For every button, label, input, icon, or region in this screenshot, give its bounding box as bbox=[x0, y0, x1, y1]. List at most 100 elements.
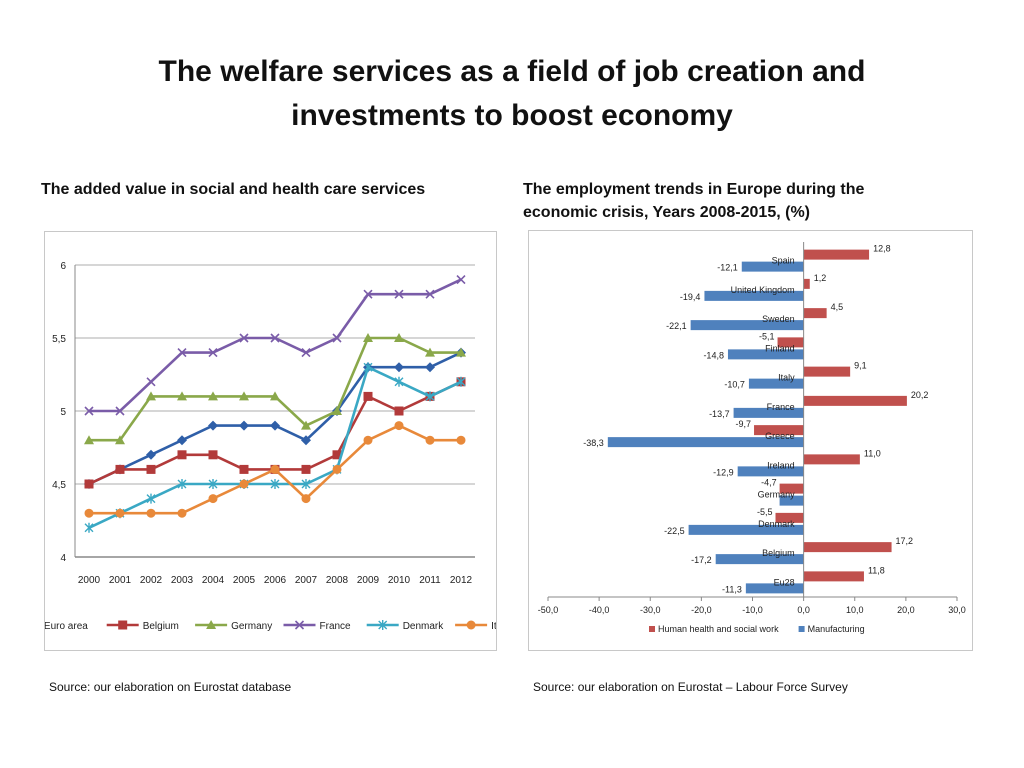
legend-swatch bbox=[649, 626, 655, 632]
bar-value-label-manufacturing: -10,7 bbox=[724, 380, 745, 390]
data-point-germany bbox=[270, 391, 280, 401]
x-tick-label: 2008 bbox=[326, 575, 349, 586]
data-point-france bbox=[456, 275, 466, 285]
bar-manufacturing-belgium bbox=[715, 554, 804, 565]
bar-value-label-health: -9,7 bbox=[736, 419, 752, 429]
data-point-italy bbox=[301, 494, 311, 504]
data-point-france bbox=[270, 333, 280, 343]
bar-value-label-health: 11,8 bbox=[868, 565, 885, 575]
bar-group-finland: Finland -5,1 -14,8 bbox=[703, 331, 804, 360]
data-point-euro-area bbox=[270, 420, 280, 431]
bar-value-label-health: 20,2 bbox=[911, 390, 929, 400]
x-tick-label: 2007 bbox=[295, 575, 318, 586]
legend-marker bbox=[466, 620, 476, 630]
bar-value-label-health: -5,5 bbox=[757, 507, 773, 517]
bar-health-greece bbox=[754, 425, 804, 436]
bar-manufacturing-sweden bbox=[690, 320, 804, 331]
legend-marker bbox=[294, 620, 305, 630]
data-point-italy bbox=[208, 494, 218, 504]
bar-manufacturing-denmark bbox=[688, 524, 804, 535]
data-point-italy bbox=[177, 508, 187, 518]
bar-group-ireland: Ireland 11,0 -12,9 bbox=[713, 448, 881, 477]
bar-health-finland bbox=[777, 337, 804, 348]
data-point-belgium bbox=[115, 464, 125, 474]
category-label: Denmark bbox=[758, 519, 795, 529]
legend-item-euro-area: Euro area bbox=[7, 620, 88, 632]
bar-value-label-manufacturing: -12,1 bbox=[717, 263, 738, 273]
bar-value-label-manufacturing: -22,1 bbox=[666, 321, 687, 331]
title-line-2: investments to boost economy bbox=[291, 99, 733, 132]
line-chart-frame: 4 4,5 5 5,5 6 2000 2001 2002 2003 2004 2005 2006 200… bbox=[7, 231, 509, 651]
x-tick-label: 2012 bbox=[450, 575, 473, 586]
category-label: France bbox=[767, 402, 795, 412]
left-chart-source: Source: our elaboration on Eurostat data… bbox=[49, 680, 292, 694]
legend-marker bbox=[206, 620, 217, 629]
data-point-belgium bbox=[177, 450, 187, 460]
bar-health-sweden bbox=[803, 308, 827, 319]
data-point-germany bbox=[301, 420, 311, 430]
x-tick-label: 2011 bbox=[419, 575, 441, 586]
legend-label: Belgium bbox=[143, 621, 179, 632]
series-line-france bbox=[89, 278, 462, 413]
x-tick-label: 0,0 bbox=[797, 605, 810, 615]
bar-manufacturing-ireland bbox=[737, 466, 804, 477]
data-point-belgium bbox=[394, 406, 404, 416]
data-point-germany bbox=[146, 391, 156, 401]
data-point-euro-area bbox=[425, 362, 435, 373]
x-tick-label: 2006 bbox=[264, 575, 287, 586]
line-chart: 4 4,5 5 5,5 6 2000 2001 2002 2003 2004 2005 2006 200… bbox=[7, 261, 509, 632]
data-point-france bbox=[146, 377, 156, 387]
data-point-belgium bbox=[84, 479, 94, 489]
data-point-belgium bbox=[146, 464, 156, 474]
bar-value-label-health: 12,8 bbox=[873, 244, 891, 254]
bar-value-label-health: 17,2 bbox=[896, 536, 914, 546]
x-tick-label: 2000 bbox=[78, 575, 101, 586]
data-point-france bbox=[84, 406, 94, 416]
bar-value-label-manufacturing: -19,4 bbox=[680, 292, 701, 302]
data-point-denmark bbox=[301, 479, 311, 489]
series-germany bbox=[84, 333, 466, 445]
category-label: Spain bbox=[772, 256, 795, 266]
legend-label: Denmark bbox=[403, 621, 445, 632]
data-point-denmark bbox=[456, 376, 466, 387]
data-point-italy bbox=[332, 464, 342, 474]
x-tick-label: 2004 bbox=[202, 575, 225, 586]
category-label: Belgium bbox=[762, 548, 795, 558]
data-point-belgium bbox=[332, 450, 342, 460]
y-tick-label: 5,5 bbox=[52, 334, 66, 345]
data-point-italy bbox=[84, 508, 94, 518]
y-tick-label: 5 bbox=[60, 407, 66, 418]
data-point-belgium bbox=[239, 464, 249, 474]
data-point-france bbox=[425, 289, 435, 299]
data-point-france bbox=[301, 348, 311, 358]
bar-manufacturing-france bbox=[733, 407, 804, 418]
x-tick-label: 2001 bbox=[109, 575, 132, 586]
bar-health-eu28 bbox=[803, 571, 864, 582]
data-point-france bbox=[363, 289, 373, 299]
legend-item-italy: Italy bbox=[455, 620, 509, 632]
left-chart-subtitle: The added value in social and health car… bbox=[41, 181, 426, 198]
data-point-belgium bbox=[363, 391, 373, 401]
data-point-euro-area bbox=[208, 420, 218, 431]
legend-label: Human health and social work bbox=[658, 624, 779, 634]
data-point-germany bbox=[208, 391, 218, 401]
legend-marker bbox=[118, 620, 128, 630]
data-point-france bbox=[208, 348, 218, 358]
data-point-euro-area bbox=[394, 362, 404, 373]
series-italy bbox=[84, 421, 466, 518]
category-label: Sweden bbox=[762, 314, 795, 324]
slide-title: The welfare services as a field of job c… bbox=[0, 50, 1024, 138]
bar-manufacturing-eu28 bbox=[745, 583, 804, 594]
bar-group-denmark: Denmark -5,5 -22,5 bbox=[664, 507, 804, 536]
y-tick-label: 4,5 bbox=[52, 480, 66, 491]
data-point-euro-area bbox=[301, 435, 311, 446]
bar-value-label-health: -4,7 bbox=[761, 478, 777, 488]
bar-group-sweden: Sweden 4,5 -22,1 bbox=[666, 302, 843, 331]
bar-value-label-health: 11,0 bbox=[864, 448, 881, 458]
data-point-italy bbox=[456, 435, 466, 445]
bar-value-label-manufacturing: -11,3 bbox=[722, 584, 742, 594]
data-point-denmark bbox=[363, 362, 373, 373]
bar-value-label-manufacturing: -17,2 bbox=[691, 555, 712, 565]
bar-value-label-health: 4,5 bbox=[831, 302, 844, 312]
legend-item-human-health-and-social-work: Human health and social work bbox=[649, 624, 779, 634]
